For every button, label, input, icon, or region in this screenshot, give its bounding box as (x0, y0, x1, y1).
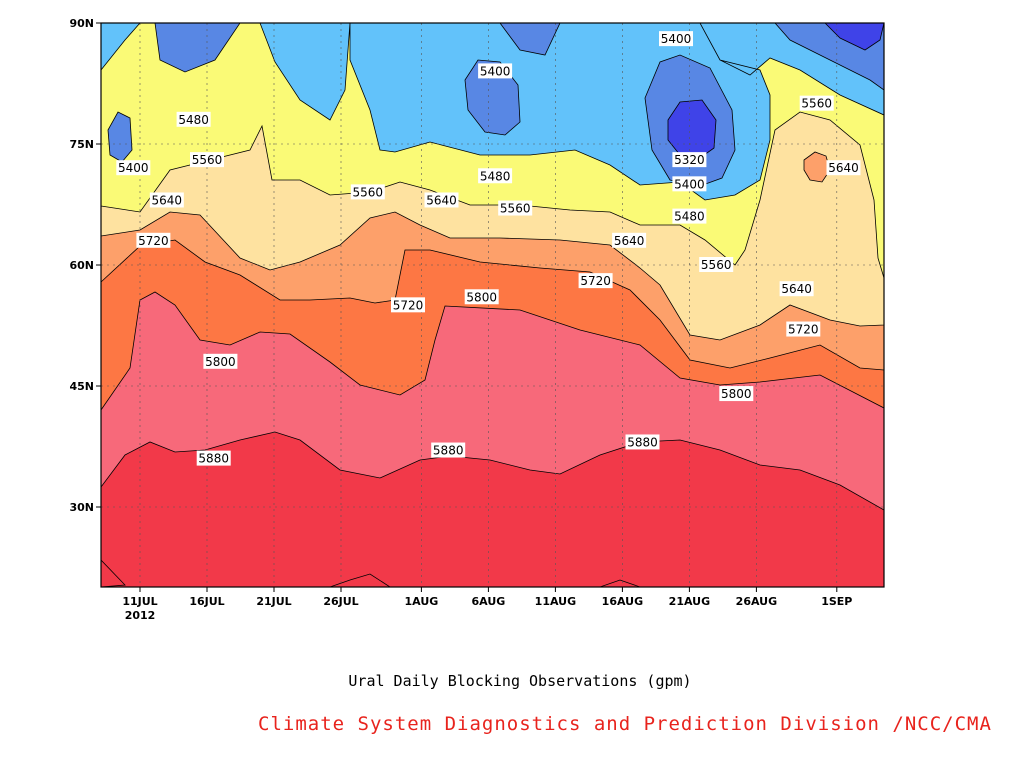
band-above-5880-patch (101, 559, 641, 587)
contour-label: 5560 (498, 200, 533, 216)
contour-label: 5800 (464, 289, 499, 305)
svg-text:5400: 5400 (661, 32, 692, 46)
svg-text:5400: 5400 (674, 177, 705, 191)
svg-text:5400: 5400 (480, 64, 511, 78)
x-tick-label: 21JUL (256, 595, 291, 608)
svg-text:5480: 5480 (178, 113, 209, 127)
x-tick-label: 1AUG (405, 595, 439, 608)
contour-label: 5720 (578, 273, 613, 289)
x-tick-label: 11JUL (122, 595, 157, 608)
contour-label: 5560 (699, 257, 734, 272)
svg-text:5560: 5560 (500, 202, 531, 216)
y-tick-label: 60N (69, 259, 94, 272)
x-tick-label: 6AUG (472, 595, 506, 608)
contour-label: 5640 (149, 192, 184, 208)
contour-label: 5720 (136, 232, 171, 248)
x-tick-label: 26JUL (323, 595, 358, 608)
svg-text:5640: 5640 (152, 193, 183, 207)
svg-text:5880: 5880 (198, 452, 229, 466)
svg-text:5640: 5640 (828, 161, 859, 175)
svg-text:5720: 5720 (788, 323, 819, 337)
x-tick-label: 21AUG (669, 595, 710, 608)
x-tick-label: 1SEP (821, 595, 852, 608)
svg-text:5640: 5640 (614, 234, 645, 248)
contour-label: 5480 (672, 208, 707, 224)
contour-fills (101, 23, 884, 587)
contour-label: 5560 (350, 184, 385, 200)
contour-label: 5400 (478, 63, 513, 79)
svg-text:5720: 5720 (138, 234, 169, 248)
band-5640-patch (803, 151, 831, 183)
svg-text:5320: 5320 (674, 153, 705, 167)
svg-text:5800: 5800 (721, 387, 752, 401)
contour-label: 5880 (625, 434, 660, 450)
contour-label: 5720 (391, 297, 425, 313)
svg-text:5800: 5800 (466, 290, 497, 304)
credit-line: Climate System Diagnostics and Predictio… (258, 713, 992, 735)
svg-text:5560: 5560 (801, 97, 832, 111)
contour-label: 5480 (176, 111, 211, 127)
contour-label: 5640 (612, 232, 647, 248)
y-tick-label: 30N (69, 501, 94, 514)
x-tick-label: 11AUG (535, 595, 576, 608)
contour-label: 5400 (672, 176, 707, 192)
contour-label: 5480 (478, 168, 513, 184)
contour-label: 5400 (659, 31, 693, 46)
contour-label: 5800 (719, 386, 754, 402)
svg-text:5640: 5640 (781, 282, 812, 296)
svg-text:5720: 5720 (580, 274, 611, 288)
svg-text:5480: 5480 (674, 210, 705, 224)
contour-label: 5720 (786, 321, 821, 337)
contour-label: 5640 (826, 160, 861, 176)
x-year-label: 2012 (125, 609, 156, 622)
contour-labels: 5400 5480 5560 5640 5720 5800 5880 5560 5640 5720… (116, 31, 861, 466)
contour-label: 5560 (799, 95, 834, 111)
contour-label: 5400 (116, 160, 151, 176)
y-axis: 90N 75N 60N 45N 30N (69, 17, 101, 514)
y-tick-label: 90N (69, 17, 94, 30)
svg-text:5720: 5720 (393, 298, 424, 312)
contour-label: 5640 (779, 281, 814, 297)
y-tick-label: 45N (69, 380, 94, 393)
x-tick-label: 26AUG (736, 595, 777, 608)
svg-text:5800: 5800 (205, 355, 236, 369)
contour-label: 5880 (196, 450, 231, 466)
svg-text:5480: 5480 (480, 169, 511, 183)
contour-label: 5800 (203, 353, 238, 369)
contour-label: 5880 (431, 442, 466, 458)
contour-label: 5640 (424, 192, 459, 208)
svg-text:5880: 5880 (433, 444, 464, 458)
x-tick-label: 16AUG (602, 595, 643, 608)
svg-text:5560: 5560 (701, 258, 732, 272)
y-tick-label: 75N (69, 138, 94, 151)
chart-title: Ural Daily Blocking Observations (gpm) (348, 672, 692, 690)
svg-text:5880: 5880 (627, 435, 658, 449)
x-tick-label: 16JUL (189, 595, 224, 608)
contour-label: 5320 (672, 152, 707, 168)
contour-label: 5560 (190, 152, 224, 168)
x-axis: 11JUL 16JUL 21JUL 26JUL 1AUG 6AUG 11AUG 16AUG 21… (122, 587, 852, 622)
svg-text:5560: 5560 (353, 185, 384, 199)
svg-text:5560: 5560 (192, 153, 223, 167)
svg-text:5400: 5400 (118, 161, 149, 175)
plot-frame (100, 22, 885, 588)
svg-text:5640: 5640 (426, 193, 457, 207)
